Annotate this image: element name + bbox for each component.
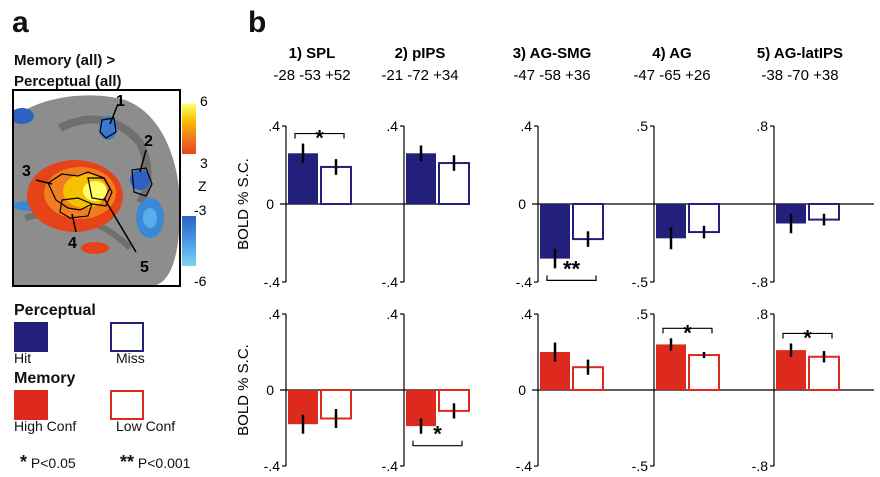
significance-marker: * — [315, 126, 324, 151]
activation-negative — [130, 170, 150, 190]
activation-negative — [143, 208, 157, 228]
roi-outline — [131, 167, 153, 197]
roi-number-3: 3 — [22, 163, 31, 180]
region-coords-3: -47 -58 +36 — [513, 67, 590, 84]
y-tick-label-zero: 0 — [518, 382, 526, 398]
y-tick-label-bottom: -.4 — [264, 458, 281, 474]
region-title-5: 5) AG-latIPS — [757, 45, 843, 62]
panel-b-letter: b — [248, 6, 267, 39]
y-tick-label-bottom: -.8 — [752, 274, 769, 290]
significance-bracket — [662, 327, 713, 334]
roi-number-2: 2 — [144, 133, 153, 150]
region-coords-5: -38 -70 +38 — [761, 67, 838, 84]
roi-number-1: 1 — [116, 93, 125, 110]
roi-pointer — [109, 103, 119, 125]
roi-number-5: 5 — [140, 259, 149, 276]
activation-positive — [81, 242, 109, 254]
panel-a: a Memory (all) > Perceptual (all) — [0, 0, 240, 477]
colorbar-tick-6: 6 — [200, 93, 208, 109]
legend-swatch-hit — [14, 322, 48, 352]
y-tick-label-top: .5 — [636, 306, 648, 322]
roi-pointer — [139, 149, 147, 173]
y-tick-label-zero: 0 — [518, 196, 526, 212]
legend-label-miss: Miss — [116, 350, 145, 366]
legend-swatch-high-conf — [14, 390, 48, 420]
roi-pointer — [103, 197, 137, 253]
y-tick-label-top: .5 — [636, 118, 648, 134]
region-title-2: 2) pIPS — [395, 45, 446, 62]
roi-number-4: 4 — [68, 235, 77, 252]
legend-memory-heading: Memory — [14, 370, 76, 387]
legend-label-low-conf: Low Conf — [116, 418, 176, 434]
region-coords-1: -28 -53 +52 — [273, 67, 350, 84]
region-coords-2: -21 -72 +34 — [381, 67, 458, 84]
contrast-title: Memory (all) > Perceptual (all) — [14, 50, 122, 92]
colorbar-negative — [182, 216, 196, 266]
y-tick-label-top: .4 — [520, 306, 532, 322]
significance-bracket — [294, 132, 345, 139]
y-tick-label-bottom: -.5 — [632, 458, 649, 474]
region-title-4: 4) AG — [652, 45, 691, 62]
y-tick-label-bottom: -.4 — [382, 274, 399, 290]
ylabel-row-1: BOLD % S.C. — [235, 158, 252, 250]
significance-marker: * — [683, 320, 692, 345]
y-tick-label-top: .4 — [268, 118, 280, 134]
y-tick-label-top: .4 — [386, 118, 398, 134]
sig-note-p0001: ** P<0.001 — [120, 452, 190, 473]
y-tick-label-bottom: -.4 — [516, 458, 533, 474]
y-tick-label-top: .8 — [756, 306, 768, 322]
bar-chart: 1) SPL -28 -53 +52 2) pIPS -21 -72 +34 3) AG… — [235, 45, 874, 474]
legend-label-hit: Hit — [14, 350, 32, 366]
significance-bracket — [782, 332, 833, 339]
panel-a-letter: a — [12, 6, 29, 39]
y-tick-label-bottom: -.5 — [632, 274, 649, 290]
roi-pointer — [71, 213, 77, 233]
legend-perceptual-heading: Perceptual — [14, 302, 96, 319]
roi-outline — [47, 171, 113, 211]
colorbar-positive — [182, 104, 196, 154]
bar-high-conf-region-4 — [656, 344, 686, 390]
sig-text-p0001: P<0.001 — [137, 455, 191, 471]
sig-note-p005: * P<0.05 — [20, 452, 76, 473]
legend-label-high-conf: High Conf — [14, 418, 77, 434]
significance-marker: ** — [563, 256, 581, 281]
roi-outline — [59, 197, 93, 219]
significance-bracket — [412, 440, 463, 447]
significance-bracket — [546, 275, 597, 281]
region-title-3: 3) AG-SMG — [513, 45, 592, 62]
legend-swatch-miss — [110, 322, 144, 352]
y-tick-label-bottom: -.4 — [264, 274, 281, 290]
significance-marker: * — [433, 422, 442, 447]
region-coords-4: -47 -65 +26 — [633, 67, 710, 84]
colorbar-tick-neg6: -6 — [194, 273, 207, 289]
sig-star-single: * — [20, 452, 28, 472]
contrast-title-line2: Perceptual (all) — [14, 73, 122, 90]
y-tick-label-top: .4 — [520, 118, 532, 134]
y-tick-label-top: .4 — [386, 306, 398, 322]
y-tick-label-top: .4 — [268, 306, 280, 322]
legend-swatch-low-conf — [110, 390, 144, 420]
y-tick-label-zero: 0 — [266, 382, 274, 398]
colorbar-label-z: Z — [198, 178, 207, 194]
contrast-title-line1: Memory (all) > — [14, 52, 116, 69]
bar-low-conf-region-4 — [688, 354, 720, 392]
brain-frame — [12, 89, 181, 287]
colorbar-tick-3: 3 — [200, 155, 208, 171]
ylabel-row-2: BOLD % S.C. — [235, 344, 252, 436]
y-tick-label-bottom: -.8 — [752, 458, 769, 474]
y-tick-label-top: .8 — [756, 118, 768, 134]
y-tick-label-bottom: -.4 — [516, 274, 533, 290]
sig-star-double: ** — [120, 452, 135, 472]
activation-negative — [13, 108, 34, 124]
roi-pointer — [35, 179, 53, 185]
sig-text-p005: P<0.05 — [30, 455, 76, 471]
significance-marker: * — [803, 325, 812, 350]
bar-hit-region-2 — [406, 153, 436, 204]
brain-map: 1 2 3 4 5 6 3 Z -3 -6 — [12, 89, 208, 289]
y-tick-label-zero: 0 — [266, 196, 274, 212]
region-title-1: 1) SPL — [289, 45, 336, 62]
roi-outline — [87, 177, 111, 201]
y-tick-label-bottom: -.4 — [382, 458, 399, 474]
colorbar-tick-neg3: -3 — [194, 202, 207, 218]
